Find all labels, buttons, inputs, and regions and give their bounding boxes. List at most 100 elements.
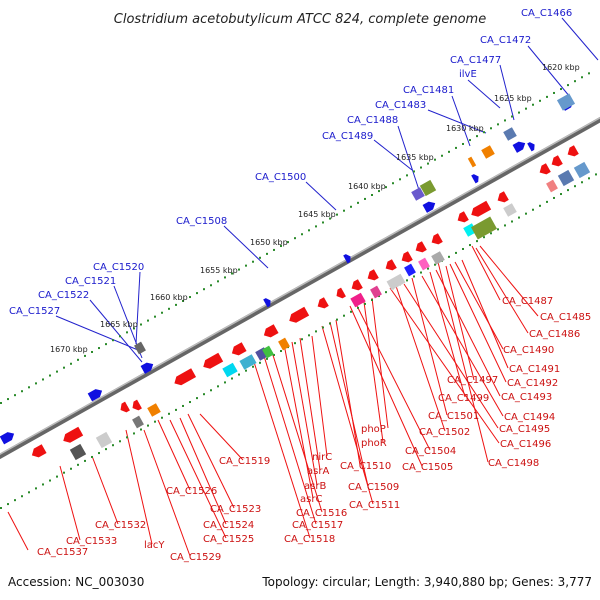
gene-label[interactable]: CA_C1490 bbox=[503, 345, 554, 356]
scale-dot bbox=[546, 95, 548, 98]
gene-label[interactable]: CA_C1496 bbox=[500, 439, 551, 450]
scale-dot bbox=[294, 237, 296, 240]
gene-label[interactable]: CA_C1521 bbox=[65, 276, 116, 287]
gene-label[interactable]: CA_C1510 bbox=[340, 461, 391, 472]
gene-label[interactable]: CA_C1532 bbox=[95, 520, 146, 531]
gene-label[interactable]: phoP bbox=[361, 424, 386, 435]
forward-gene-labels: CA_C1466 CA_C1472 CA_C1477 ilvE CA_C1481… bbox=[9, 8, 572, 317]
gene-label[interactable]: CA_C1498 bbox=[488, 458, 539, 469]
reverse-gene-arrow bbox=[431, 233, 443, 245]
gene-label[interactable]: CA_C1516 bbox=[296, 508, 347, 519]
gene-label[interactable]: CA_C1522 bbox=[38, 290, 89, 301]
gene-label[interactable]: CA_C1533 bbox=[66, 536, 117, 547]
gene-label[interactable]: CA_C1501 bbox=[428, 411, 479, 422]
gene-label[interactable]: CA_C1508 bbox=[176, 216, 227, 227]
scale-dot bbox=[462, 142, 464, 145]
scale-dot bbox=[329, 217, 331, 220]
scale-dot bbox=[14, 394, 16, 397]
gene-block bbox=[278, 337, 290, 351]
gene-label[interactable]: CA_C1486 bbox=[529, 329, 580, 340]
gene-label[interactable]: CA_C1491 bbox=[509, 364, 560, 375]
gene-label[interactable]: asrB bbox=[304, 481, 326, 492]
gene-label[interactable]: CA_C1526 bbox=[166, 486, 217, 497]
scale-dot bbox=[126, 436, 128, 439]
gene-label[interactable]: CA_C1502 bbox=[419, 427, 470, 438]
gene-label[interactable]: CA_C1509 bbox=[348, 482, 399, 493]
scale-dot bbox=[511, 115, 513, 118]
gene-label[interactable]: CA_C1495 bbox=[499, 424, 550, 435]
scale-dot bbox=[525, 212, 527, 215]
forward-gene-arrow bbox=[87, 389, 103, 402]
scale-dot bbox=[77, 463, 79, 466]
gene-label[interactable]: CA_C1511 bbox=[349, 500, 400, 511]
gene-label[interactable]: CA_C1500 bbox=[255, 172, 306, 183]
scale-dot bbox=[252, 260, 254, 263]
gene-label[interactable]: CA_C1466 bbox=[521, 8, 572, 19]
tick-label: 1660 kbp bbox=[150, 293, 188, 302]
gene-label[interactable]: CA_C1472 bbox=[480, 35, 531, 46]
scale-dot bbox=[469, 139, 471, 142]
forward-gene-arrow bbox=[0, 432, 15, 445]
scale-dot bbox=[595, 173, 597, 176]
scale-dot bbox=[56, 370, 58, 373]
scale-dot bbox=[301, 338, 303, 341]
gene-label[interactable]: CA_C1529 bbox=[170, 552, 221, 563]
gene-label[interactable]: CA_C1518 bbox=[284, 534, 335, 545]
gene-label[interactable]: CA_C1487 bbox=[502, 296, 553, 307]
gene-label[interactable]: CA_C1494 bbox=[504, 412, 555, 423]
scale-dot bbox=[497, 228, 499, 231]
genome-backbone bbox=[0, 116, 600, 460]
gene-label[interactable]: CA_C1488 bbox=[347, 115, 398, 126]
scale-dot bbox=[105, 343, 107, 346]
gene-label[interactable]: CA_C1492 bbox=[507, 378, 558, 389]
gene-label[interactable]: phoR bbox=[361, 438, 387, 449]
gene-label[interactable]: asrA bbox=[307, 466, 329, 477]
scale-dot bbox=[0, 402, 2, 404]
gene-label[interactable]: lacY bbox=[144, 540, 165, 551]
gene-label[interactable]: CA_C1481 bbox=[403, 85, 454, 96]
gene-label[interactable]: CA_C1485 bbox=[540, 312, 591, 323]
gene-label[interactable]: CA_C1505 bbox=[402, 462, 453, 473]
gene-label[interactable]: nirC bbox=[312, 452, 332, 463]
gene-block bbox=[431, 251, 445, 265]
gene-label[interactable]: CA_C1489 bbox=[322, 131, 373, 142]
gene-label[interactable]: CA_C1527 bbox=[9, 306, 60, 317]
scale-dot bbox=[126, 331, 128, 334]
gene-label[interactable]: CA_C1493 bbox=[501, 392, 552, 403]
scale-dot bbox=[287, 241, 289, 244]
gene-label[interactable]: CA_C1517 bbox=[292, 520, 343, 531]
scale-dot bbox=[518, 216, 520, 219]
gene-label[interactable]: CA_C1504 bbox=[405, 446, 456, 457]
gene-label[interactable]: CA_C1537 bbox=[37, 547, 88, 558]
scale-dot bbox=[203, 393, 205, 396]
scale-dot bbox=[413, 275, 415, 278]
genome-backbone-highlight bbox=[0, 116, 600, 456]
scale-dot bbox=[238, 268, 240, 271]
gene-label[interactable]: ilvE bbox=[459, 69, 477, 80]
tick-label: 1645 kbp bbox=[298, 210, 336, 219]
reverse-gene-arrow bbox=[415, 241, 427, 253]
gene-label[interactable]: CA_C1497 bbox=[447, 375, 498, 386]
forward-leader-lines bbox=[55, 17, 599, 363]
scale-dot bbox=[385, 291, 387, 294]
scale-dot bbox=[210, 284, 212, 287]
scale-dot bbox=[434, 263, 436, 266]
scale-dot bbox=[175, 303, 177, 306]
gene-label[interactable]: CA_C1524 bbox=[203, 520, 254, 531]
gene-label[interactable]: CA_C1523 bbox=[210, 504, 261, 515]
gene-label[interactable]: asrC bbox=[300, 494, 322, 505]
scale-dot bbox=[420, 166, 422, 169]
gene-label[interactable]: CA_C1477 bbox=[450, 55, 501, 66]
gene-label[interactable]: CA_C1519 bbox=[219, 456, 270, 467]
gene-label[interactable]: CA_C1525 bbox=[203, 534, 254, 545]
map-title: Clostridium acetobutylicum ATCC 824, com… bbox=[114, 12, 486, 27]
reverse-gene-arrow bbox=[289, 306, 310, 323]
gene-label[interactable]: CA_C1520 bbox=[93, 262, 144, 273]
scale-dot bbox=[140, 323, 142, 326]
scale-dot bbox=[154, 420, 156, 423]
scale-dot bbox=[525, 107, 527, 110]
scale-dot bbox=[581, 76, 583, 79]
gene-label[interactable]: CA_C1483 bbox=[375, 100, 426, 111]
gene-label[interactable]: CA_C1499 bbox=[438, 393, 489, 404]
